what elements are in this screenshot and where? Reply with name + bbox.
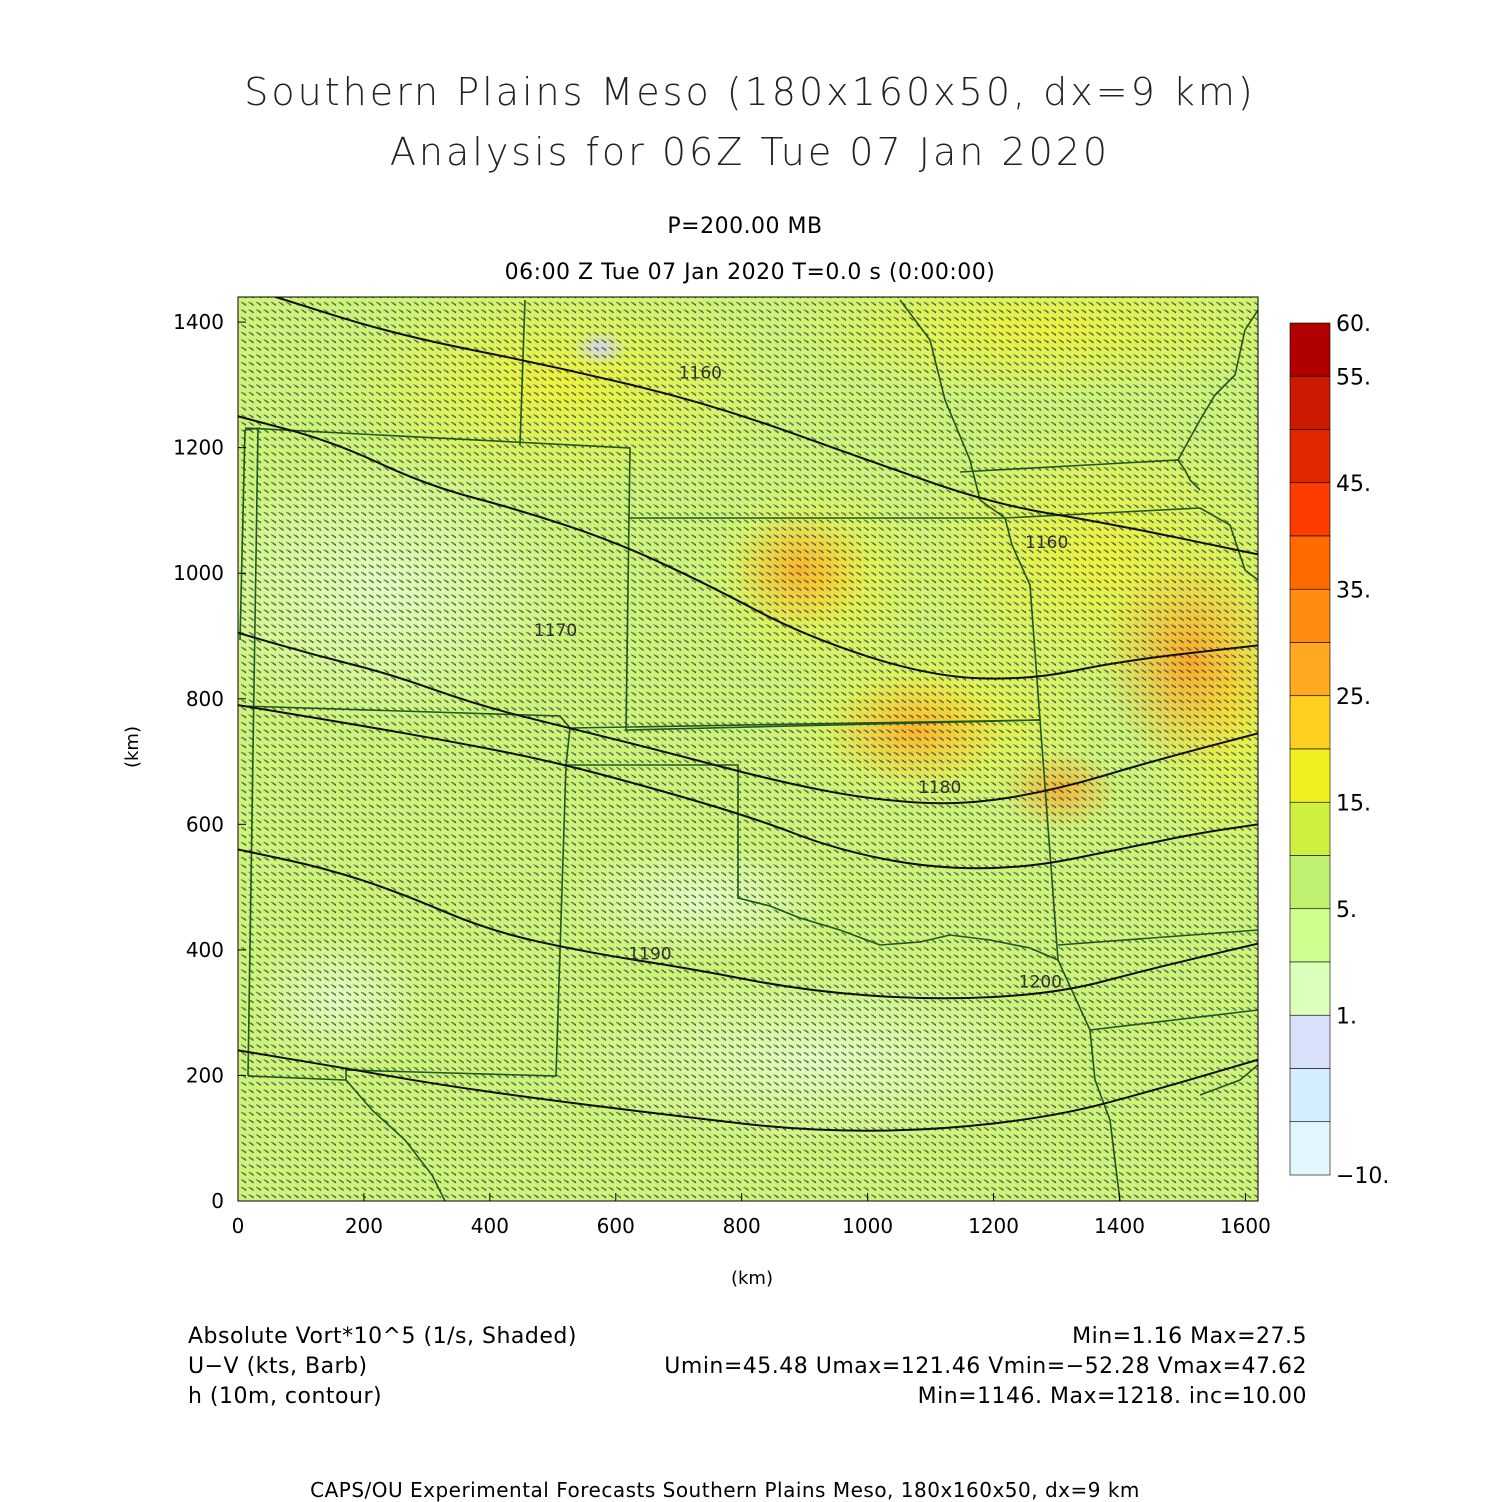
contour-line [275, 297, 1258, 556]
colorbar-segment [1289, 429, 1331, 484]
colorbar-label: −10. [1336, 1164, 1389, 1189]
colorbar-label: 25. [1336, 685, 1371, 710]
contour-label: 1200 [1019, 973, 1062, 993]
x-axis: 0 200 400 600 800 1000 1200 1400 1600 [232, 1193, 1271, 1238]
y-tick-label: 400 [186, 938, 224, 962]
colorbar-label: 45. [1336, 472, 1371, 497]
x-tick-label: 1400 [1094, 1214, 1145, 1238]
chart-title-line2: Analysis for 06Z Tue 07 Jan 2020 [389, 130, 1111, 174]
x-tick-label: 1600 [1220, 1214, 1271, 1238]
colorbar-segment [1289, 588, 1331, 643]
colorbar-segment [1289, 375, 1331, 430]
y-tick-label: 800 [186, 687, 224, 711]
contour-label: 1160 [679, 364, 722, 384]
footer-left-1: Absolute Vort*10^5 (1/s, Shaded) [188, 1324, 577, 1349]
colorbar-segment [1289, 908, 1331, 963]
x-tick-label: 1000 [842, 1214, 893, 1238]
x-tick-label: 0 [232, 1214, 245, 1238]
height-contours: 1160 1160 1170 1180 1190 1200 [238, 297, 1258, 1132]
y-tick-label: 600 [186, 812, 224, 836]
plot-area: 1160 1160 1170 1180 1190 1200 [238, 297, 1258, 1201]
colorbar-segment [1289, 535, 1331, 590]
colorbar-segment [1289, 695, 1331, 750]
contour-line [238, 1049, 1258, 1132]
x-tick-label: 200 [345, 1214, 383, 1238]
x-tick-label: 600 [597, 1214, 635, 1238]
y-tick-label: 200 [186, 1063, 224, 1087]
colorbar-segment [1289, 322, 1331, 377]
footer-left-3: h (10m, contour) [188, 1384, 383, 1409]
plot-frame [237, 296, 1259, 1202]
colorbar-segment [1289, 1121, 1331, 1176]
footer-right-1: Min=1.16 Max=27.5 [1072, 1324, 1307, 1349]
y-tick-label: 1200 [173, 436, 224, 460]
colorbar-segment [1289, 961, 1331, 1016]
contour-label: 1180 [918, 778, 961, 798]
colorbar: 60. 55. 45. 35. 25. 15. 5. 1. −10. [1289, 312, 1389, 1189]
pressure-level: P=200.00 MB [667, 214, 823, 239]
colorbar-segment [1289, 1068, 1331, 1123]
x-tick-label: 800 [723, 1214, 761, 1238]
y-tick-label: 1400 [173, 310, 224, 334]
colorbar-segment [1289, 801, 1331, 856]
contour-line [238, 415, 1258, 680]
contour-line [238, 848, 1258, 1000]
colorbar-segment [1289, 748, 1331, 803]
contour-line [238, 704, 1258, 870]
colorbar-label: 60. [1336, 312, 1371, 337]
colorbar-label: 5. [1336, 898, 1357, 923]
credit-line: CAPS/OU Experimental Forecasts Southern … [310, 1478, 1140, 1502]
colorbar-label: 1. [1336, 1004, 1357, 1029]
footer-left-2: U−V (kts, Barb) [188, 1354, 368, 1379]
valid-time: 06:00 Z Tue 07 Jan 2020 T=0.0 s (0:00:00… [504, 260, 996, 285]
chart-title-line1: Southern Plains Meso (180x160x50, dx=9 k… [244, 70, 1256, 114]
colorbar-label: 15. [1336, 791, 1371, 816]
footer-right-3: Min=1146. Max=1218. inc=10.00 [917, 1384, 1307, 1409]
colorbar-segment [1289, 1014, 1331, 1069]
colorbar-segment [1289, 855, 1331, 910]
colorbar-label: 55. [1336, 365, 1371, 390]
x-tick-label: 400 [471, 1214, 509, 1238]
contour-label: 1170 [534, 621, 577, 641]
footer-right-2: Umin=45.48 Umax=121.46 Vmin=−52.28 Vmax=… [664, 1354, 1307, 1379]
colorbar-segment [1289, 482, 1331, 537]
colorbar-segment [1289, 642, 1331, 697]
colorbar-label: 35. [1336, 578, 1371, 603]
y-tick-label: 0 [211, 1189, 224, 1213]
contour-line [238, 631, 1258, 805]
x-tick-label: 1200 [968, 1214, 1019, 1238]
y-tick-label: 1000 [173, 561, 224, 585]
contour-label: 1190 [628, 944, 671, 964]
contour-label: 1160 [1025, 533, 1068, 553]
y-axis: 0 200 400 600 800 1000 1200 1400 [173, 310, 246, 1213]
y-axis-label: (km) [122, 726, 143, 768]
x-axis-label: (km) [731, 1268, 773, 1289]
